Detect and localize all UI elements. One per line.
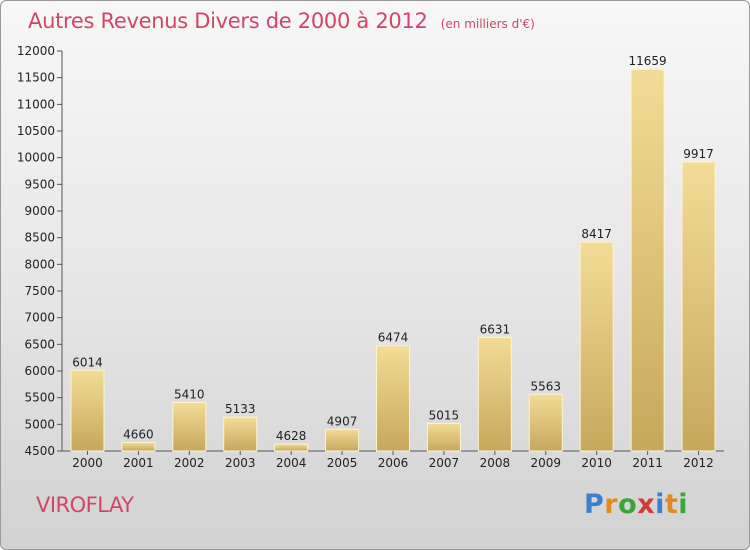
bar — [223, 416, 258, 452]
y-tick-label: 6000 — [24, 364, 55, 378]
y-tick-label: 9500 — [24, 177, 55, 191]
proxiti-logo[interactable]: Proxiti — [584, 489, 688, 520]
logo-letter: r — [604, 489, 619, 520]
logo-letter: i — [655, 489, 665, 520]
logo-letter: t — [664, 489, 679, 520]
bar-value-label: 5563 — [530, 379, 561, 393]
bar-value-label: 5410 — [174, 387, 205, 401]
y-tick-label: 11500 — [17, 71, 55, 85]
bar-value-label: 4907 — [327, 414, 358, 428]
x-tick-label: 2007 — [429, 456, 460, 470]
x-tick-label: 2012 — [683, 456, 714, 470]
y-tick-label: 4500 — [24, 444, 55, 458]
x-tick-label: 2006 — [378, 456, 409, 470]
logo-letter: x — [637, 489, 656, 520]
y-tick-label: 6500 — [24, 337, 55, 351]
x-ticks: 2000 2001 2002 2003 2004 2005 2006 2007 2008 2009… — [72, 451, 714, 470]
y-tick-label: 11000 — [17, 97, 55, 111]
bar — [376, 345, 410, 452]
bar-value-label: 5133 — [225, 402, 256, 416]
bar-value-label: 11659 — [629, 54, 667, 68]
logo-letter: i — [678, 489, 689, 520]
bar — [121, 441, 156, 452]
bar — [172, 401, 207, 452]
bar-value-label: 4660 — [123, 427, 154, 441]
bar — [579, 241, 614, 452]
bar-value-label: 4628 — [276, 429, 307, 443]
x-tick-label: 2008 — [480, 456, 511, 470]
title-block: Autres Revenus Divers de 2000 à 2012 (en… — [28, 9, 535, 33]
x-tick-label: 2003 — [225, 456, 256, 470]
x-tick-label: 2011 — [632, 456, 663, 470]
y-tick-label: 10000 — [17, 151, 55, 165]
x-tick-label: 2004 — [276, 456, 307, 470]
y-tick-label: 5000 — [24, 417, 55, 431]
y-tick-label: 10500 — [17, 124, 55, 138]
y-ticks: 4500 5000 5500 6000 6500 7000 7500 8000 8500 9000… — [17, 44, 62, 458]
logo-letter: o — [618, 489, 638, 520]
y-tick-label: 8000 — [24, 257, 55, 271]
bar-value-label: 6474 — [378, 331, 409, 345]
y-tick-label: 12000 — [17, 44, 55, 58]
x-tick-label: 2010 — [581, 456, 612, 470]
bars: 6014 4660 5410 5133 4628 4907 6474 5015 6631 5563… — [70, 54, 716, 452]
bar-value-label: 6014 — [72, 355, 103, 369]
bar — [477, 336, 512, 452]
bar — [630, 68, 665, 452]
bar-value-label: 5015 — [429, 409, 460, 423]
logo-letter: P — [584, 489, 605, 520]
x-tick-label: 2005 — [327, 456, 358, 470]
x-tick-label: 2000 — [72, 456, 103, 470]
commune-name: VIROFLAY — [36, 493, 134, 517]
bar — [528, 393, 563, 452]
x-tick-label: 2002 — [174, 456, 205, 470]
x-tick-label: 2001 — [123, 456, 154, 470]
chart-subtitle: (en milliers d'€) — [440, 17, 535, 31]
bar — [274, 443, 309, 452]
x-tick-label: 2009 — [530, 456, 561, 470]
bar — [681, 161, 716, 452]
y-tick-label: 9000 — [24, 204, 55, 218]
y-tick-label: 7500 — [24, 284, 55, 298]
y-tick-label: 8500 — [24, 231, 55, 245]
chart-title: Autres Revenus Divers de 2000 à 2012 — [28, 9, 428, 33]
bar-value-label: 9917 — [683, 147, 714, 161]
bar — [426, 423, 461, 452]
bar-value-label: 6631 — [480, 322, 511, 336]
bar — [70, 369, 105, 452]
bar-value-label: 8417 — [581, 227, 612, 241]
y-tick-label: 7000 — [24, 311, 55, 325]
bar — [325, 428, 360, 452]
y-tick-label: 5500 — [24, 391, 55, 405]
